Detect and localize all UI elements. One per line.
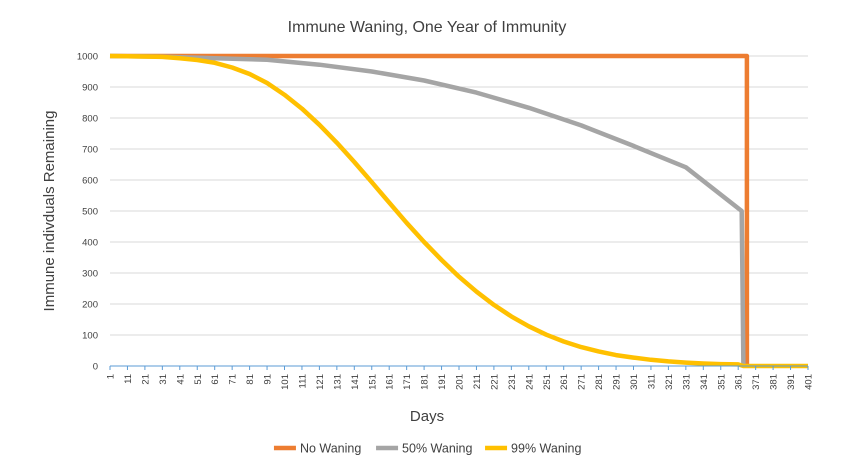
y-tick-label: 700: [82, 145, 98, 156]
x-tick-label: 231: [507, 374, 518, 390]
x-tick-label: 211: [472, 374, 483, 389]
x-tick-label: 361: [734, 374, 745, 390]
x-tick-label: 121: [315, 374, 326, 390]
y-tick-label: 100: [82, 331, 98, 342]
legend: No Waning 50% Waning 99% Waning: [273, 442, 582, 456]
legend-label: 99% Waning: [511, 442, 581, 456]
x-tick-label: 51: [193, 374, 204, 385]
x-tick-label: 21: [140, 374, 151, 385]
plot-series: [109, 53, 808, 369]
series-line: [110, 53, 750, 366]
x-tick-label: 301: [629, 374, 640, 390]
x-tick-label: 341: [699, 374, 710, 390]
y-tick-label: 300: [82, 269, 98, 280]
x-tick-label: 191: [437, 374, 448, 390]
legend-label: No Waning: [300, 442, 361, 456]
x-axis-title: Days: [410, 408, 444, 425]
x-tick-label: 1: [106, 374, 117, 379]
y-axis: 0 100 200 300 400 500 600 700 800 900 1000: [77, 52, 98, 373]
x-tick-label: 31: [158, 374, 169, 385]
x-tick-label: 91: [263, 374, 274, 385]
y-tick-label: 600: [82, 176, 98, 187]
y-tick-label: 500: [82, 207, 98, 218]
x-tick-label: 11: [123, 374, 134, 384]
x-tick-label: 141: [350, 374, 361, 390]
x-tick-label: 401: [804, 374, 815, 390]
series-line: [109, 53, 808, 369]
x-axis: 1 11 21 31 41 51 61 71 81 91 101 111 121 131 141 151 161…: [106, 365, 815, 390]
x-tick-label: 81: [245, 374, 256, 385]
x-tick-label: 181: [420, 374, 431, 390]
x-tick-label: 281: [594, 374, 605, 390]
x-tick-label: 331: [681, 374, 692, 390]
x-tick-label: 101: [280, 374, 291, 390]
x-tick-label: 311: [646, 374, 657, 389]
x-tick-label: 221: [489, 374, 500, 390]
x-tick-label: 351: [716, 374, 727, 390]
x-tick-label: 391: [786, 374, 797, 390]
legend-label: 50% Waning: [402, 442, 472, 456]
x-tick-label: 171: [402, 374, 413, 390]
x-tick-label: 201: [455, 374, 466, 390]
x-tick-label: 271: [577, 374, 588, 390]
x-tick-label: 41: [175, 374, 186, 385]
y-tick-label: 0: [93, 362, 98, 373]
x-tick-label: 291: [612, 374, 623, 390]
chart-title: Immune Waning, One Year of Immunity: [288, 19, 567, 36]
x-tick-label: 371: [751, 374, 762, 390]
y-tick-label: 800: [82, 114, 98, 125]
x-tick-label: 381: [769, 374, 780, 390]
x-tick-label: 321: [664, 374, 675, 390]
y-tick-label: 200: [82, 300, 98, 311]
y-tick-label: 1000: [77, 52, 98, 63]
x-tick-label: 241: [524, 374, 535, 390]
x-tick-label: 151: [367, 374, 378, 390]
x-tick-label: 111: [297, 374, 308, 388]
gridlines: [110, 55, 808, 336]
y-tick-label: 400: [82, 238, 98, 249]
x-tick-label: 131: [332, 374, 343, 390]
x-tick-label: 161: [385, 374, 396, 390]
x-tick-label: 71: [228, 374, 239, 385]
x-tick-label: 261: [559, 374, 570, 390]
y-tick-label: 900: [82, 83, 98, 94]
series-line: [109, 53, 746, 367]
x-tick-label: 61: [210, 374, 221, 385]
y-axis-title: Immune indivduals Remaining: [41, 111, 58, 312]
x-tick-label: 251: [542, 374, 553, 390]
